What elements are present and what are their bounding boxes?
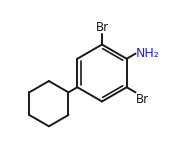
Text: Br: Br	[136, 93, 149, 106]
Text: NH₂: NH₂	[136, 47, 160, 60]
Text: Br: Br	[95, 21, 109, 34]
